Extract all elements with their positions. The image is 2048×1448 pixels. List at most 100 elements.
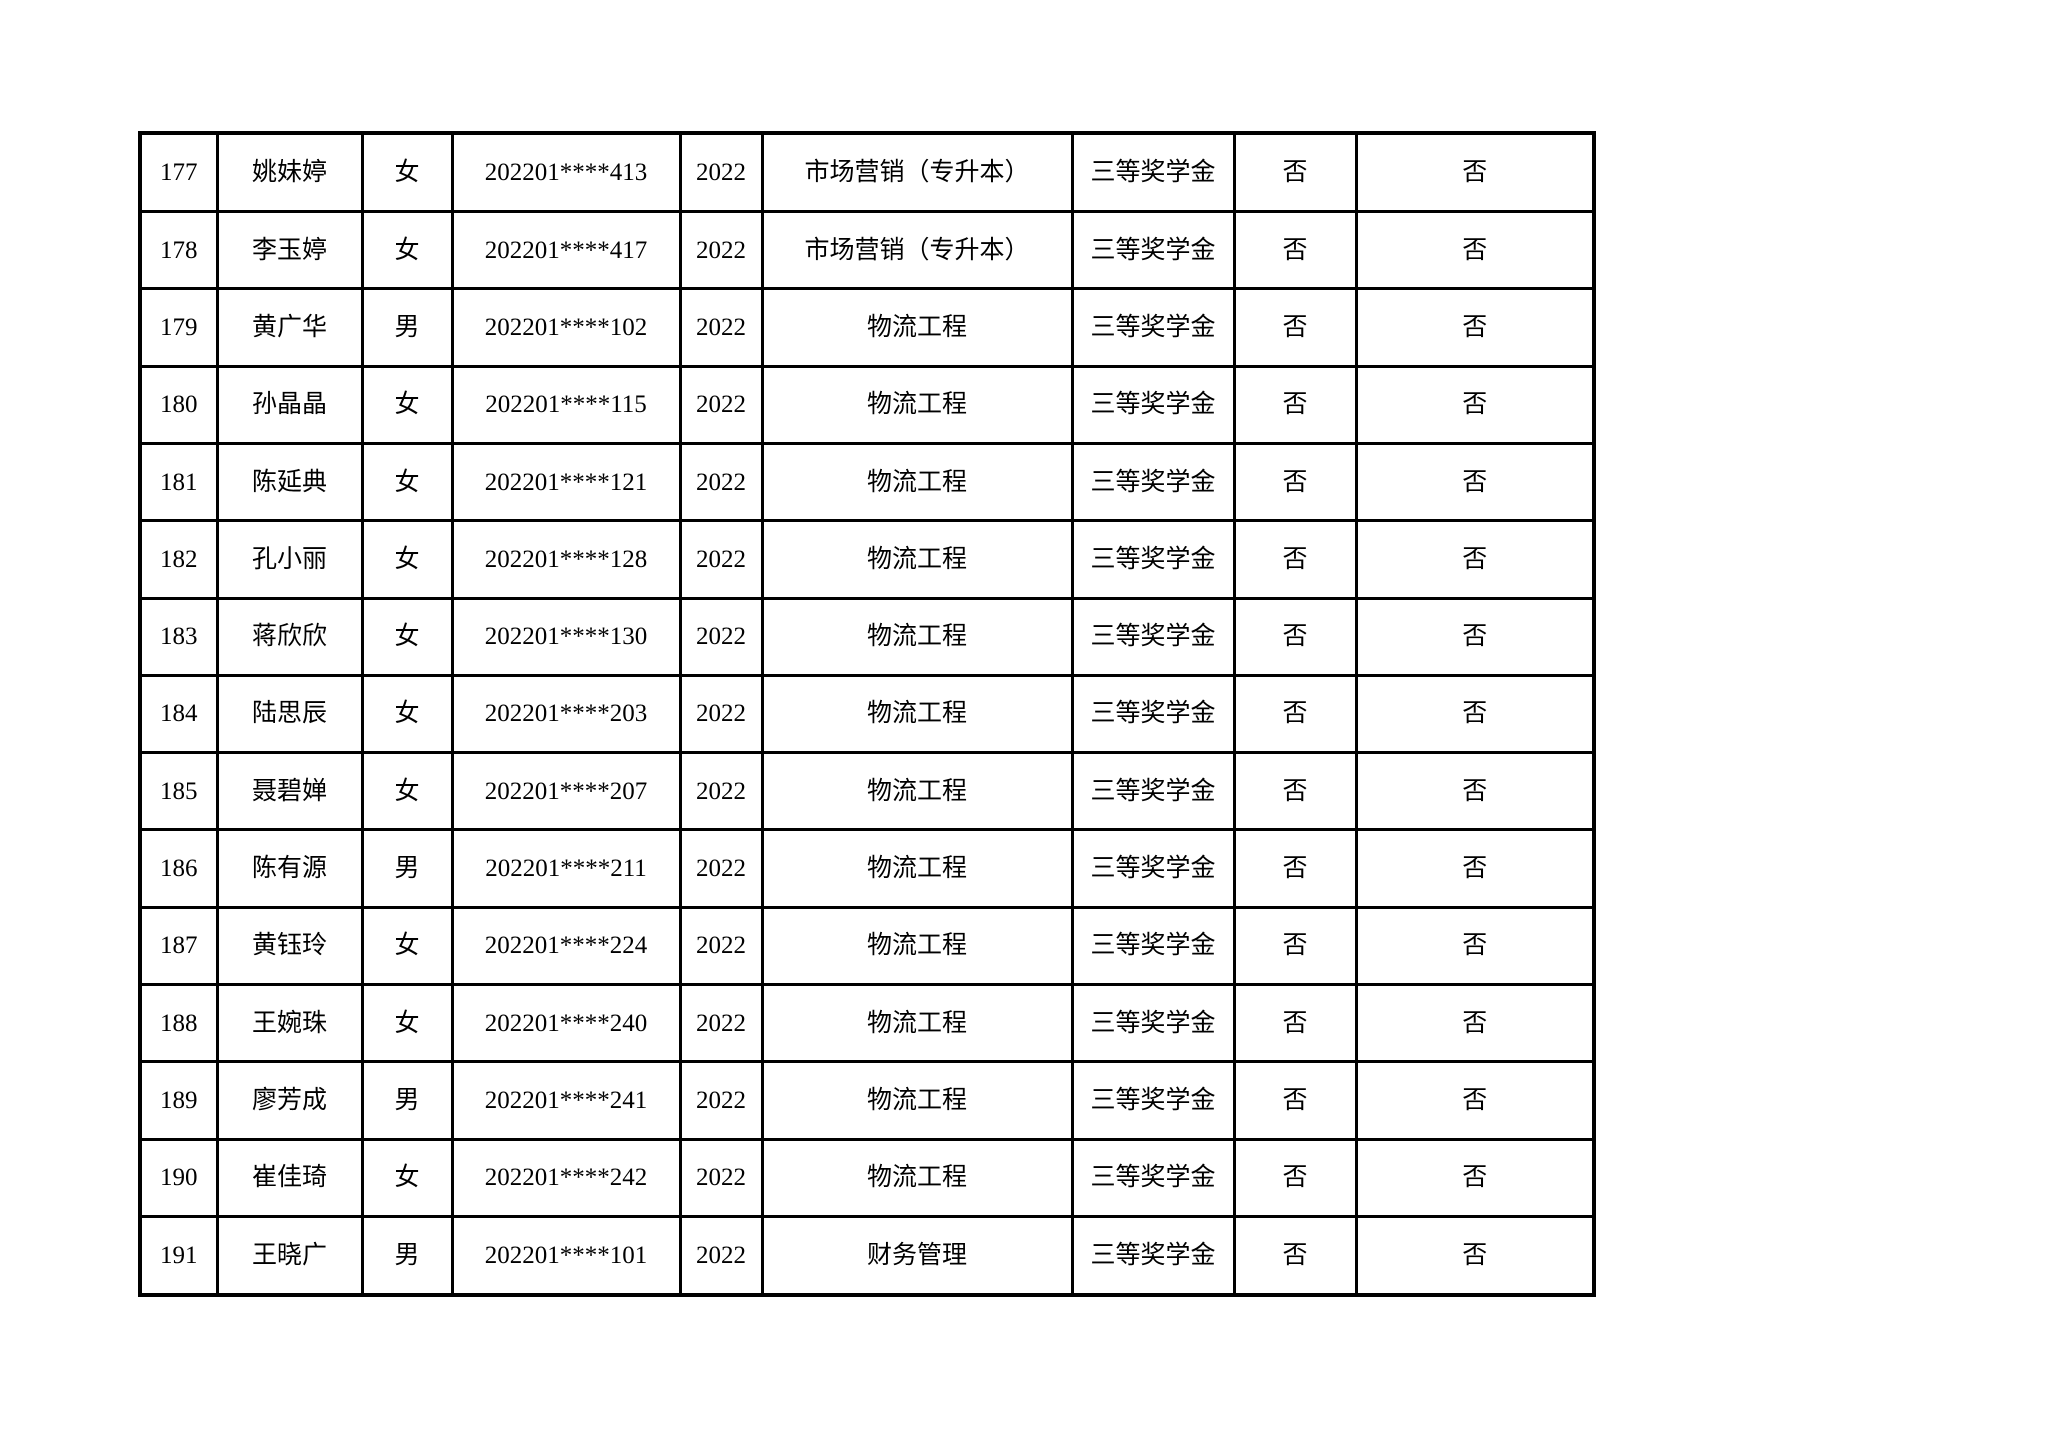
gender: 女	[360, 673, 454, 755]
table-row: 191 王晓广男 202201****101 2022 财务管理 三等奖学金否否	[138, 1214, 1596, 1297]
table-row: 179 黄广华男 202201****102 2022 物流工程 三等奖学金否否	[138, 287, 1596, 368]
flag-column-2: 否	[1354, 1214, 1596, 1297]
flag-column-2: 否	[1354, 596, 1596, 677]
scholarship-level: 三等奖学金	[1070, 828, 1236, 909]
gender: 女	[360, 131, 454, 214]
student-id: 202201****224	[450, 905, 682, 986]
scholarship-level: 三等奖学金	[1070, 982, 1236, 1064]
major: 物流工程	[760, 751, 1074, 832]
student-name: 陈有源	[215, 828, 364, 909]
enrollment-year: 2022	[678, 828, 764, 909]
major: 物流工程	[760, 828, 1074, 909]
scholarship-level: 三等奖学金	[1070, 287, 1236, 368]
row-number: 178	[138, 210, 219, 291]
flag-column-1: 否	[1232, 905, 1358, 986]
row-number: 191	[138, 1214, 219, 1297]
scholarship-level: 三等奖学金	[1070, 210, 1236, 291]
flag-column-2: 否	[1354, 364, 1596, 446]
enrollment-year: 2022	[678, 519, 764, 600]
student-id: 202201****240	[450, 982, 682, 1064]
student-id: 202201****207	[450, 751, 682, 832]
flag-column-2: 否	[1354, 441, 1596, 523]
table-row: 182 孔小丽女 202201****128 2022 物流工程 三等奖学金否否	[138, 519, 1596, 600]
scholarship-level: 三等奖学金	[1070, 905, 1236, 986]
row-number: 182	[138, 519, 219, 600]
flag-column-1: 否	[1232, 364, 1358, 446]
scholarship-level: 三等奖学金	[1070, 1137, 1236, 1218]
enrollment-year: 2022	[678, 751, 764, 832]
student-id: 202201****128	[450, 519, 682, 600]
major: 物流工程	[760, 673, 1074, 755]
flag-column-1: 否	[1232, 673, 1358, 755]
gender: 男	[360, 1060, 454, 1141]
scholarship-level: 三等奖学金	[1070, 1060, 1236, 1141]
major: 物流工程	[760, 1060, 1074, 1141]
scholarship-level: 三等奖学金	[1070, 673, 1236, 755]
student-id: 202201****121	[450, 441, 682, 523]
major: 物流工程	[760, 596, 1074, 677]
flag-column-1: 否	[1232, 131, 1358, 214]
student-name: 黄钰玲	[215, 905, 364, 986]
row-number: 188	[138, 982, 219, 1064]
student-name: 廖芳成	[215, 1060, 364, 1141]
flag-column-2: 否	[1354, 751, 1596, 832]
table-row: 178 李玉婷女 202201****417 2022 市场营销（专升本） 三等奖学金否否	[138, 210, 1596, 291]
scholarship-level: 三等奖学金	[1070, 441, 1236, 523]
student-id: 202201****242	[450, 1137, 682, 1218]
enrollment-year: 2022	[678, 1214, 764, 1297]
major: 财务管理	[760, 1214, 1074, 1297]
flag-column-2: 否	[1354, 1060, 1596, 1141]
enrollment-year: 2022	[678, 905, 764, 986]
enrollment-year: 2022	[678, 982, 764, 1064]
gender: 男	[360, 828, 454, 909]
enrollment-year: 2022	[678, 1060, 764, 1141]
row-number: 189	[138, 1060, 219, 1141]
gender: 女	[360, 441, 454, 523]
enrollment-year: 2022	[678, 131, 764, 214]
student-name: 聂碧婵	[215, 751, 364, 832]
student-id: 202201****102	[450, 287, 682, 368]
flag-column-1: 否	[1232, 982, 1358, 1064]
student-id: 202201****211	[450, 828, 682, 909]
table-row: 181 陈延典女 202201****121 2022 物流工程 三等奖学金否否	[138, 441, 1596, 523]
row-number: 184	[138, 673, 219, 755]
flag-column-2: 否	[1354, 287, 1596, 368]
student-id: 202201****241	[450, 1060, 682, 1141]
student-name: 陈延典	[215, 441, 364, 523]
flag-column-2: 否	[1354, 673, 1596, 755]
table-row: 184 陆思辰女 202201****203 2022 物流工程 三等奖学金否否	[138, 673, 1596, 755]
student-name: 李玉婷	[215, 210, 364, 291]
flag-column-1: 否	[1232, 287, 1358, 368]
gender: 女	[360, 519, 454, 600]
table-row: 177 姚妹婷女 202201****413 2022 市场营销（专升本） 三等奖学金否否	[138, 131, 1596, 214]
gender: 女	[360, 905, 454, 986]
gender: 女	[360, 1137, 454, 1218]
gender: 女	[360, 982, 454, 1064]
flag-column-1: 否	[1232, 519, 1358, 600]
scholarship-level: 三等奖学金	[1070, 364, 1236, 446]
flag-column-2: 否	[1354, 519, 1596, 600]
flag-column-1: 否	[1232, 1137, 1358, 1218]
flag-column-2: 否	[1354, 982, 1596, 1064]
student-id: 202201****417	[450, 210, 682, 291]
table-row: 186 陈有源男 202201****211 2022 物流工程 三等奖学金否否	[138, 828, 1596, 909]
row-number: 187	[138, 905, 219, 986]
gender: 女	[360, 751, 454, 832]
student-name: 王婉珠	[215, 982, 364, 1064]
gender: 男	[360, 287, 454, 368]
row-number: 177	[138, 131, 219, 214]
table-row: 189 廖芳成男 202201****241 2022 物流工程 三等奖学金否否	[138, 1060, 1596, 1141]
table-row: 180 孙晶晶女 202201****115 2022 物流工程 三等奖学金否否	[138, 364, 1596, 446]
scholarship-table: 177 姚妹婷女 202201****413 2022 市场营销（专升本） 三等奖学金否否…	[138, 131, 1596, 1297]
flag-column-1: 否	[1232, 1060, 1358, 1141]
gender: 女	[360, 596, 454, 677]
student-id: 202201****203	[450, 673, 682, 755]
major: 物流工程	[760, 982, 1074, 1064]
student-name: 蒋欣欣	[215, 596, 364, 677]
student-name: 崔佳琦	[215, 1137, 364, 1218]
gender: 女	[360, 210, 454, 291]
major: 市场营销（专升本）	[760, 210, 1074, 291]
student-name: 黄广华	[215, 287, 364, 368]
row-number: 181	[138, 441, 219, 523]
